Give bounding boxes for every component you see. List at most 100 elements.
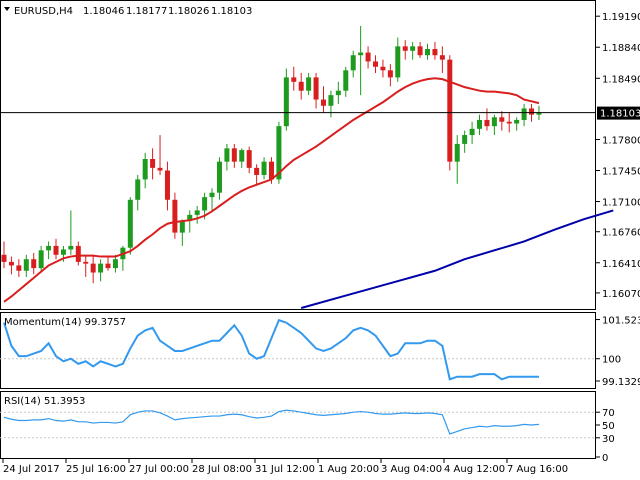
candle [395, 37, 401, 82]
candle-body [75, 245, 81, 262]
price-tick-label: 1.16760 [602, 228, 640, 239]
candle [179, 219, 185, 246]
candle [506, 112, 512, 133]
time-tick-label: 24 Jul 2017 [3, 464, 60, 475]
symbol-label: EURUSD,H4 [14, 6, 73, 17]
price-tick-label: 1.17450 [602, 167, 640, 178]
candle [142, 152, 148, 189]
candle [239, 148, 245, 168]
rsi-tick-label: 50 [602, 421, 615, 432]
price-pane-frame [0, 0, 596, 310]
ma-fast-line [3, 77, 540, 303]
candle [283, 68, 289, 131]
candle [38, 245, 44, 273]
candle [387, 64, 393, 87]
candle-body [187, 214, 193, 222]
candle-body [417, 46, 423, 56]
candle-body [454, 143, 460, 162]
candle [209, 188, 215, 211]
candle [358, 25, 364, 96]
candle-body [83, 261, 89, 264]
candles [1, 25, 542, 284]
candle-body [276, 126, 282, 180]
momentum-axis: 101.5231 100 99.1329 [596, 316, 640, 388]
candle [306, 72, 312, 96]
candle [254, 164, 260, 186]
candle-body [306, 77, 312, 91]
candle-body [283, 77, 289, 127]
price-tick-label: 1.16410 [602, 259, 640, 270]
candle [46, 241, 52, 260]
ma-slow-line [300, 209, 614, 309]
candle [320, 86, 326, 113]
price-tick-label: 1.17800 [602, 135, 640, 146]
low-value: 1.18026 [168, 6, 209, 17]
candle-body [395, 46, 401, 78]
candle-body [477, 119, 483, 129]
candle-body [484, 119, 490, 127]
candle [380, 59, 386, 78]
candle [68, 210, 74, 255]
candle [31, 253, 37, 275]
rsi-tick-label: 70 [602, 408, 615, 419]
candle-body [150, 158, 156, 168]
candle-body [358, 52, 364, 56]
candle-body [68, 245, 74, 250]
rsi-tick-label: 0 [602, 453, 608, 464]
candle-body [499, 117, 505, 122]
candle [477, 114, 483, 136]
rsi-axis: 70 50 30 0 [596, 408, 615, 464]
chevron-down-icon[interactable] [4, 7, 10, 11]
candle [365, 46, 371, 69]
candle [112, 254, 118, 273]
candle [224, 143, 230, 171]
price-tick-label: 1.16070 [602, 289, 640, 300]
candle-body [112, 259, 118, 269]
candle-body [38, 250, 44, 269]
candle [1, 241, 7, 269]
candle-body [521, 108, 527, 120]
candle-body [350, 55, 356, 71]
time-axis: 24 Jul 2017 25 Jul 16:00 27 Jul 00:00 28 Ju… [2, 459, 568, 475]
rsi-tick-label: 30 [602, 434, 615, 445]
candle [135, 174, 141, 211]
candle-body [491, 117, 497, 127]
momentum-pane: Momentum(14) 99.3757 101.5231 100 99.1329 [0, 312, 640, 389]
candle-body [60, 249, 66, 255]
momentum-tick-label: 99.1329 [602, 377, 640, 388]
candle [313, 72, 319, 109]
candle-body [209, 192, 215, 198]
candle-body [373, 61, 378, 67]
candle [425, 43, 431, 60]
candle [514, 117, 520, 131]
price-pane: EURUSD,H4 1.18046 1.18177 1.18026 1.1810… [0, 0, 640, 310]
current-price-label: 1.18103 [600, 109, 640, 120]
candle-body [164, 170, 170, 200]
candle [127, 197, 133, 255]
candle-body [194, 210, 200, 215]
candle-body [529, 108, 535, 115]
price-tick-label: 1.19190 [602, 12, 640, 23]
candle-body [135, 179, 141, 200]
momentum-line [3, 318, 539, 381]
candle-body [313, 77, 319, 100]
candle [8, 256, 14, 275]
candle-body [462, 135, 468, 144]
close-value: 1.18103 [211, 6, 252, 17]
candle [23, 254, 29, 277]
candle [246, 146, 252, 174]
candle-body [380, 66, 386, 71]
candle-body [343, 70, 349, 91]
rsi-pane: RSI(14) 51.3953 70 50 30 0 [0, 391, 615, 464]
candle [499, 111, 505, 131]
candle-body [261, 161, 267, 175]
candle-body [320, 99, 326, 106]
candle [417, 41, 423, 58]
candle-body [514, 119, 520, 124]
candle-body [291, 77, 297, 82]
candle-body [328, 95, 334, 106]
candle-body [16, 265, 22, 271]
candle [75, 241, 81, 266]
candle [343, 66, 349, 97]
